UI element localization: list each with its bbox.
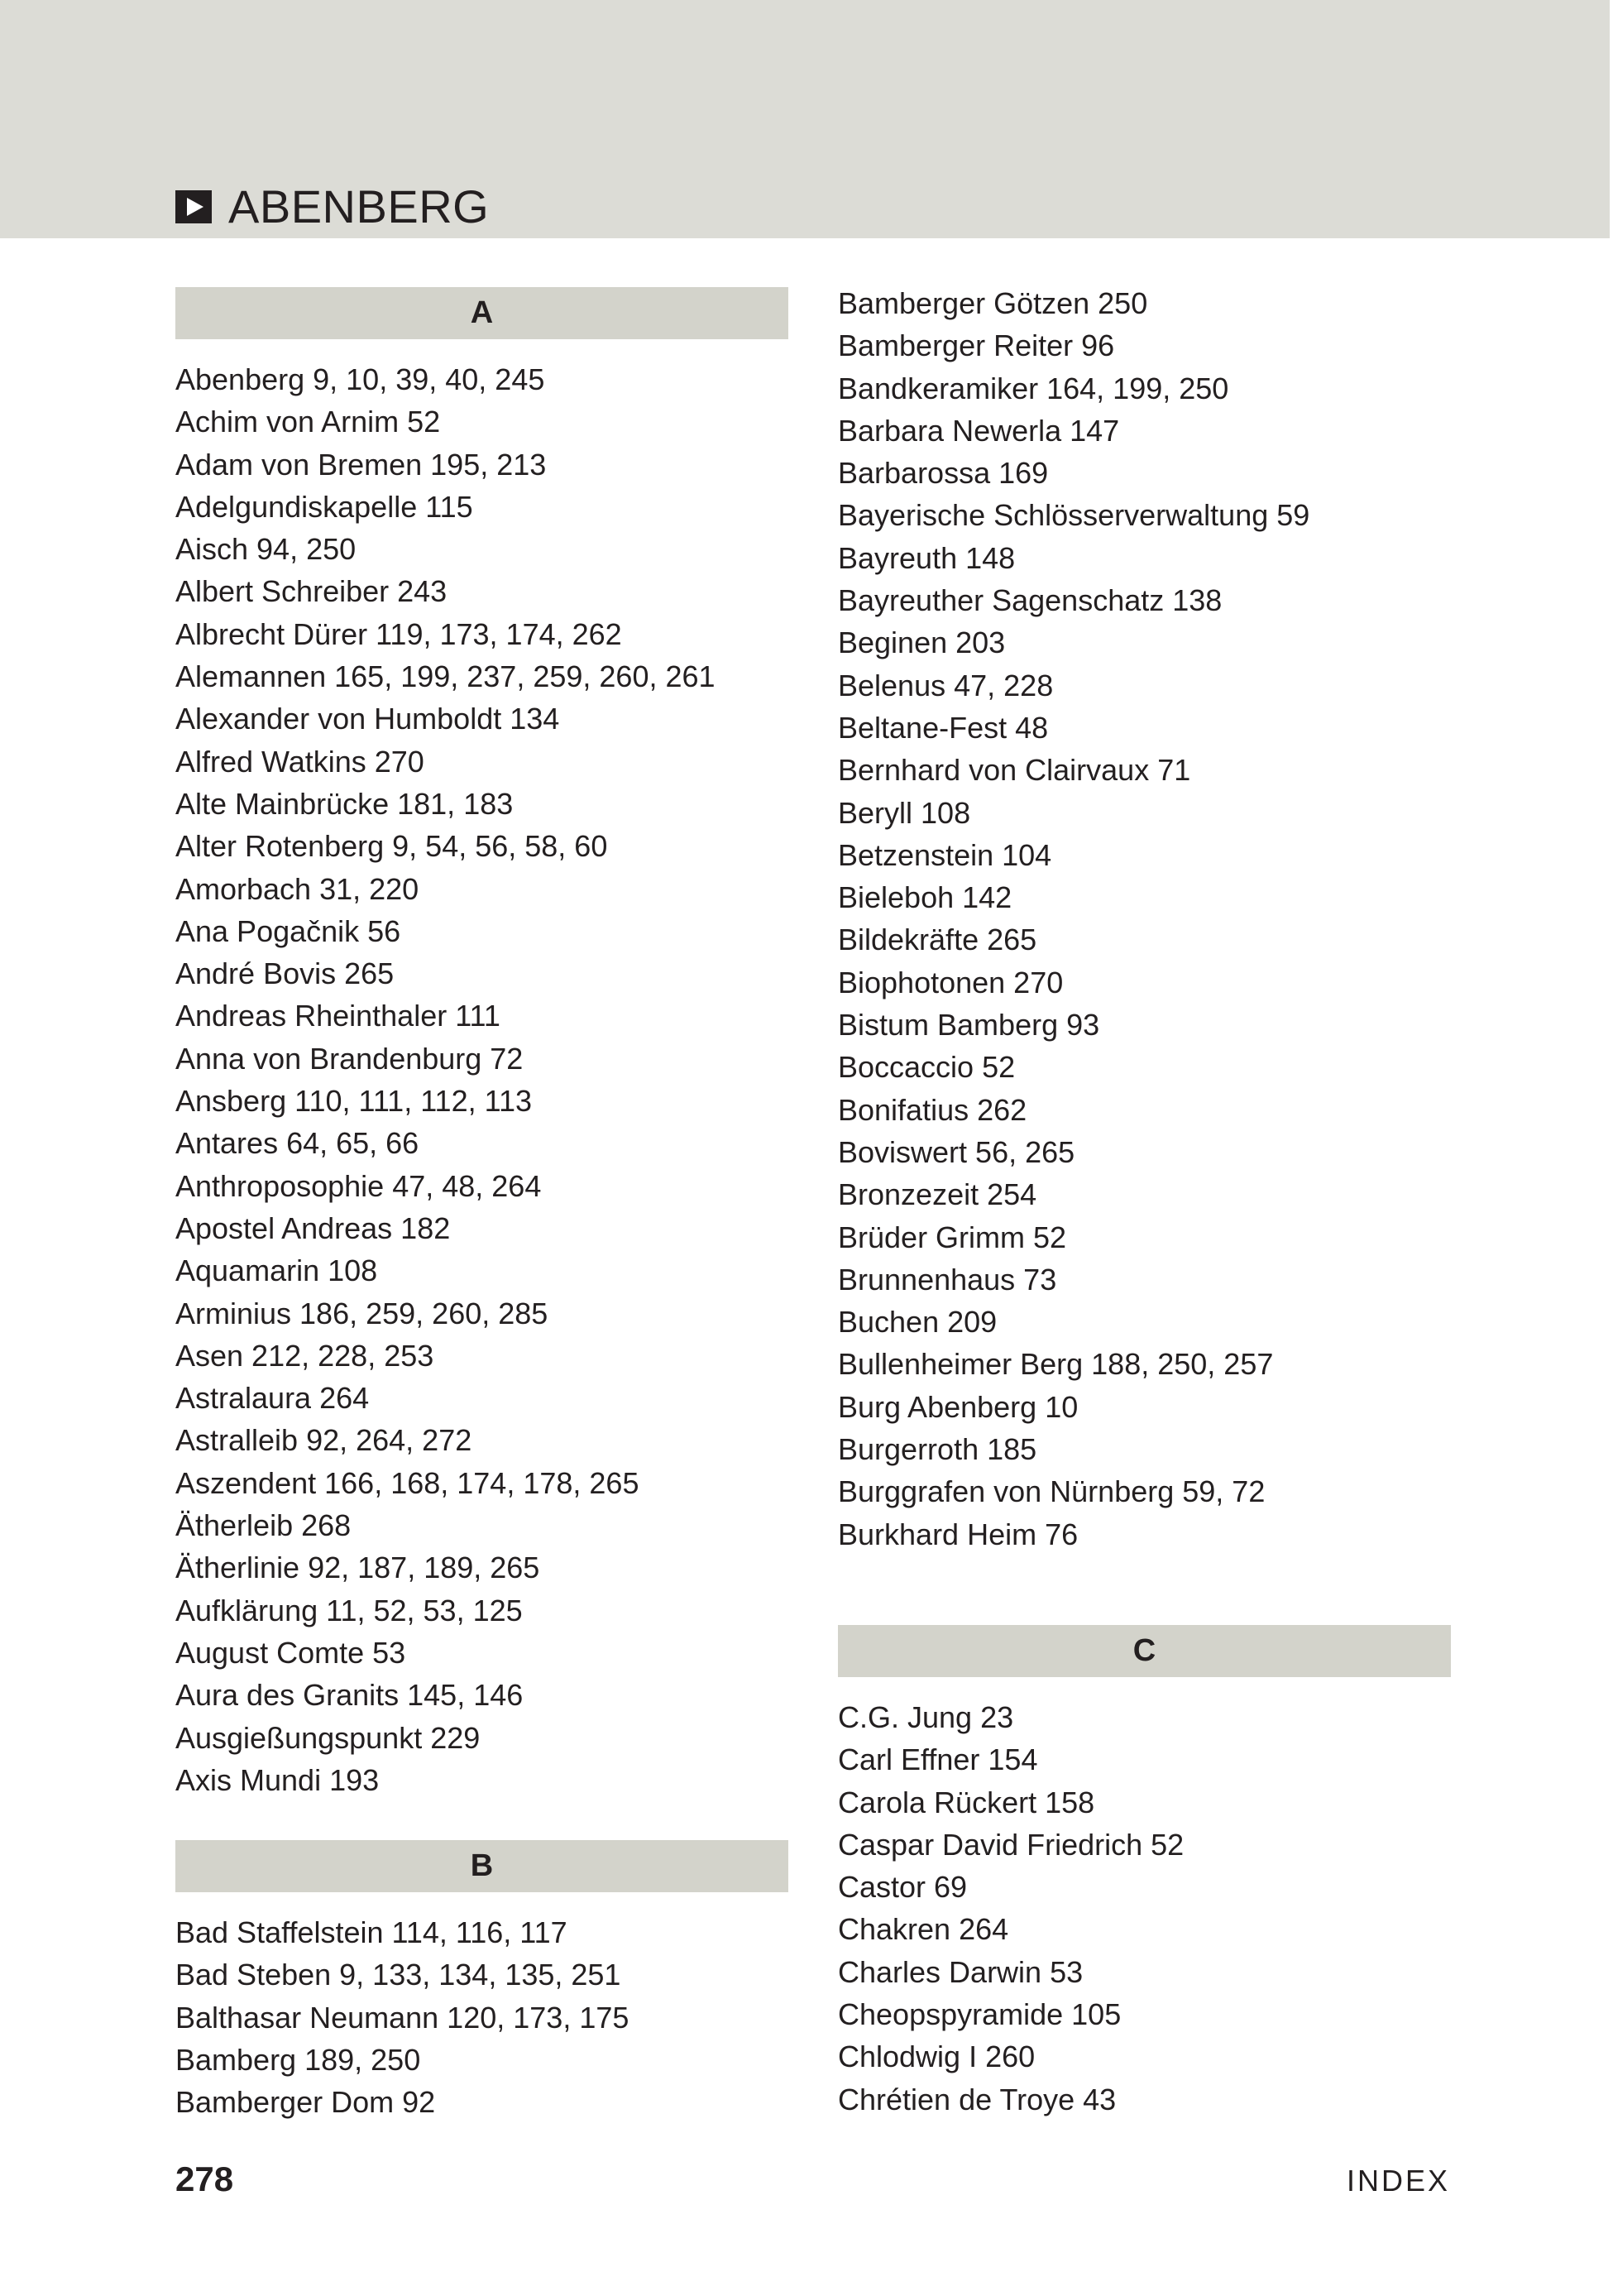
index-entry: Aufklärung 11, 52, 53, 125 [175, 1593, 523, 1627]
index-entry: C.G. Jung 23 [838, 1700, 1014, 1734]
index-entry: Aura des Granits 145, 146 [175, 1678, 524, 1713]
index-entry: Bistum Bamberg 93 [838, 1008, 1100, 1043]
index-entry: Bronzezeit 254 [838, 1177, 1037, 1212]
index-entry: Anna von Brandenburg 72 [175, 1041, 524, 1076]
index-list-a: Abenberg 9, 10, 39, 40, 245 Achim von Arn… [175, 358, 804, 1801]
index-entry: Bad Staffelstein 114, 116, 117 [175, 1915, 567, 1949]
index-entry: Beltane-Fest 48 [838, 710, 1049, 745]
index-entry: Bamberg 189, 250 [175, 2042, 421, 2077]
index-entry: Axis Mundi 193 [175, 1762, 380, 1797]
play-square-icon [175, 190, 212, 223]
index-entry: Albrecht Dürer 119, 173, 174, 262 [175, 616, 622, 651]
index-entry: Alemannen 165, 199, 237, 259, 260, 261 [175, 659, 716, 694]
index-entry: Adelgundiskapelle 115 [175, 489, 473, 524]
index-entry: Bullenheimer Berg 188, 250, 257 [838, 1347, 1274, 1382]
page-title: ABENBERG [228, 180, 490, 232]
index-entry: Carl Effner 154 [838, 1742, 1038, 1777]
index-entry: Astralaura 264 [175, 1381, 370, 1416]
index-entry: Alfred Watkins 270 [175, 744, 424, 779]
index-entry: Brunnenhaus 73 [838, 1262, 1057, 1297]
index-entry: Burkhard Heim 76 [838, 1517, 1079, 1551]
index-entry: Chakren 264 [838, 1912, 1009, 1947]
index-entry: Barbara Newerla 147 [838, 413, 1120, 448]
index-entry: Chrétien de Troye 43 [838, 2082, 1117, 2116]
index-entry: Arminius 186, 259, 260, 285 [175, 1296, 548, 1330]
index-entry: Ätherlinie 92, 187, 189, 265 [175, 1551, 540, 1585]
index-entry: Barbarossa 169 [838, 456, 1049, 491]
index-entry: Ätherleib 268 [175, 1508, 352, 1543]
index-entry: Ausgießungspunkt 229 [175, 1720, 481, 1755]
index-entry: Alte Mainbrücke 181, 183 [175, 786, 514, 821]
index-entry: Bamberger Dom 92 [175, 2085, 436, 2120]
index-entry: Chlodwig I 260 [838, 2040, 1036, 2074]
index-entry: Betzenstein 104 [838, 837, 1052, 872]
index-entry: Abenberg 9, 10, 39, 40, 245 [175, 362, 545, 396]
index-entry: Beginen 203 [838, 626, 1006, 660]
index-entry: Cheopspyramide 105 [838, 1997, 1122, 2032]
index-entry: Antares 64, 65, 66 [175, 1126, 419, 1161]
index-entry: Bayreuther Sagenschatz 138 [838, 583, 1223, 618]
index-entry: Burggrafen von Nürnberg 59, 72 [838, 1474, 1266, 1509]
index-entry: Castor 69 [838, 1870, 968, 1905]
index-entry: Buchen 209 [838, 1305, 998, 1340]
index-list-b-left: Bad Staffelstein 114, 116, 117 Bad Steben… [175, 1911, 804, 2123]
index-entry: Burg Abenberg 10 [838, 1389, 1079, 1424]
index-entry: Andreas Rheinthaler 111 [175, 999, 500, 1033]
index-entry: Caspar David Friedrich 52 [838, 1827, 1185, 1862]
index-entry: Bandkeramiker 164, 199, 250 [838, 371, 1229, 405]
index-entry: Bamberger Reiter 96 [838, 328, 1115, 363]
page-number: 278 [175, 2159, 234, 2198]
index-list-b-right: Bamberger Götzen 250 Bamberger Reiter 96 B… [838, 282, 1467, 1555]
index-entry: Burgerroth 185 [838, 1432, 1037, 1467]
index-entry: Albert Schreiber 243 [175, 574, 448, 609]
section-header-b: B [175, 1840, 788, 1892]
index-list-c: C.G. Jung 23 Carl Effner 154 Carola Rücker… [838, 1696, 1467, 2121]
index-entry: Bildekräfte 265 [838, 923, 1037, 957]
index-entry: Aisch 94, 250 [175, 532, 357, 567]
index-entry: Alexander von Humboldt 134 [175, 702, 560, 736]
index-entry: Asen 212, 228, 253 [175, 1338, 434, 1373]
index-entry: Carola Rückert 158 [838, 1785, 1095, 1819]
index-entry: Boccaccio 52 [838, 1050, 1016, 1085]
section-header-a: A [175, 287, 788, 339]
index-entry: Aszendent 166, 168, 174, 178, 265 [175, 1465, 639, 1500]
index-entry: Bieleboh 142 [838, 880, 1012, 915]
index-entry: Anthroposophie 47, 48, 264 [175, 1168, 542, 1203]
index-entry: Biophotonen 270 [838, 965, 1064, 999]
running-footer-section: INDEX [1346, 2164, 1450, 2198]
index-entry: Amorbach 31, 220 [175, 871, 419, 906]
index-entry: Charles Darwin 53 [838, 1954, 1084, 1989]
index-entry: Ana Pogačnik 56 [175, 913, 401, 948]
index-entry: Achim von Arnim 52 [175, 405, 441, 439]
index-entry: Bayerische Schlösserverwaltung 59 [838, 498, 1310, 533]
index-entry: Balthasar Neumann 120, 173, 175 [175, 2000, 629, 2035]
index-entry: André Bovis 265 [175, 956, 395, 991]
page-title-block: ABENBERG [175, 180, 489, 233]
index-entry: Ansberg 110, 111, 112, 113 [175, 1084, 532, 1119]
index-entry: August Comte 53 [175, 1635, 406, 1670]
section-header-c: C [838, 1625, 1451, 1677]
index-entry: Belenus 47, 228 [838, 668, 1054, 702]
header-band [0, 0, 1610, 238]
index-entry: Bamberger Götzen 250 [838, 286, 1148, 320]
index-entry: Bonifatius 262 [838, 1092, 1027, 1127]
index-entry: Bernhard von Clairvaux 71 [838, 753, 1191, 788]
index-entry: Apostel Andreas 182 [175, 1210, 451, 1245]
index-entry: Brüder Grimm 52 [838, 1220, 1067, 1254]
index-entry: Bayreuth 148 [838, 540, 1016, 575]
index-entry: Adam von Bremen 195, 213 [175, 447, 547, 482]
index-entry: Boviswert 56, 265 [838, 1134, 1075, 1169]
index-entry: Alter Rotenberg 9, 54, 56, 58, 60 [175, 829, 608, 864]
index-entry: Astralleib 92, 264, 272 [175, 1423, 472, 1458]
index-entry: Beryll 108 [838, 795, 971, 830]
index-entry: Bad Steben 9, 133, 134, 135, 251 [175, 1958, 621, 1992]
index-entry: Aquamarin 108 [175, 1253, 378, 1288]
